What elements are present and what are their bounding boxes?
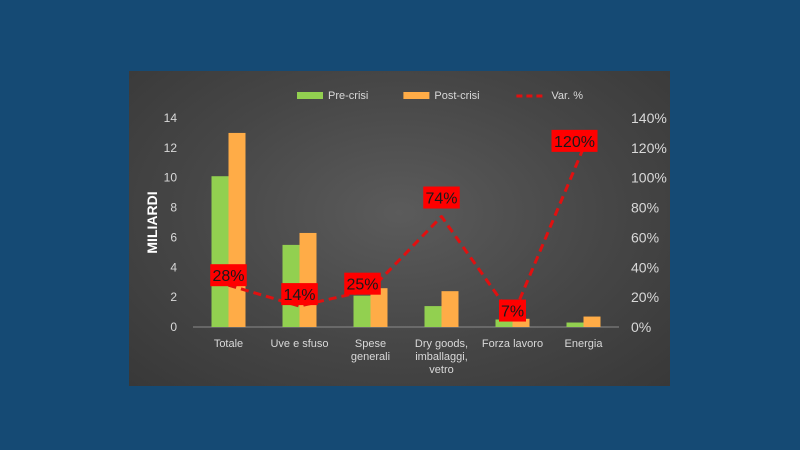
bar-post-crisi-0 — [228, 132, 246, 327]
data-label-box-5 — [551, 129, 598, 152]
bar-pre-crisi-3 — [424, 306, 442, 327]
x-tick-label-line: Energia — [565, 338, 604, 350]
x-tick-label-line: Forza lavoro — [482, 338, 543, 350]
x-tick-label-4: Forza lavoro — [482, 338, 543, 350]
y-tick-label-4: 8 — [170, 201, 177, 215]
x-tick-label-line: imballaggi, — [415, 351, 468, 363]
data-label-2: 25% — [346, 277, 378, 294]
y-tick-label-3: 6 — [170, 230, 177, 244]
data-label-1: 14% — [283, 287, 315, 304]
x-tick-label-3: Dry goods, imballaggi, vetro — [415, 338, 468, 376]
x-tick-label-5: Energia — [565, 338, 604, 350]
x-tick-label-line: generali — [351, 351, 390, 363]
bar-pre-crisi-2 — [353, 295, 371, 327]
legend-label-var: Var. % — [551, 90, 583, 102]
y2-tick-label-3: 60% — [631, 229, 659, 245]
bar-pre-crisi-0 — [211, 176, 229, 327]
legend-swatch-pre-crisi — [297, 92, 323, 99]
y-tick-label-2: 4 — [170, 260, 177, 274]
data-label-box-3 — [423, 186, 460, 209]
data-label-box-0 — [210, 264, 247, 287]
data-label-4: 7% — [501, 304, 524, 321]
legend-label-pre-crisi: Pre-crisi — [328, 90, 368, 102]
chart-panel: 0 2 4 6 8 10 12 14 0% 20% 40% 60% 80% 100% 120% 140% MIL… — [129, 71, 670, 386]
y-axis-title: MILIARDI — [144, 191, 160, 253]
bar-pre-crisi-5 — [566, 322, 584, 327]
legend: Pre-crisi Post-crisi Var. % — [297, 90, 583, 102]
x-tick-label-line: vetro — [429, 364, 453, 376]
bar-post-crisi-1 — [299, 232, 317, 327]
bar-post-crisi-5 — [583, 316, 601, 327]
data-label-box-1 — [281, 283, 318, 306]
y2-tick-label-6: 120% — [631, 140, 667, 156]
chart-svg: 024681012140%20%40%60%80%100%120%140%MIL… — [144, 90, 667, 376]
y-tick-label-6: 12 — [164, 141, 178, 155]
data-label-box-4 — [499, 299, 526, 322]
y-tick-label-5: 10 — [164, 171, 178, 185]
y-tick-label-1: 2 — [170, 290, 177, 304]
y-tick-label-0: 0 — [170, 320, 177, 334]
data-label-3: 74% — [425, 191, 457, 208]
y2-tick-label-5: 100% — [631, 170, 667, 186]
data-label-5: 120% — [554, 134, 595, 151]
bar-pre-crisi-4 — [495, 319, 513, 327]
bar-post-crisi-2 — [370, 288, 388, 327]
x-tick-label-2: Spese generali — [351, 338, 390, 363]
legend-label-post-crisi: Post-crisi — [434, 90, 479, 102]
x-tick-label-line: Spese — [355, 338, 386, 350]
bar-post-crisi-4 — [512, 318, 530, 327]
line-var-percent — [228, 147, 585, 319]
bar-post-crisi-3 — [441, 291, 459, 327]
y2-tick-label-2: 40% — [631, 259, 659, 275]
y2-tick-label-4: 80% — [631, 200, 659, 216]
x-tick-label-line: Dry goods, — [415, 338, 468, 350]
x-tick-label-1: Uve e sfuso — [270, 338, 328, 350]
y2-tick-label-1: 20% — [631, 289, 659, 305]
x-tick-label-line: Totale — [214, 338, 243, 350]
legend-swatch-post-crisi — [403, 92, 430, 99]
data-label-box-2 — [344, 272, 381, 295]
y2-tick-label-0: 0% — [631, 319, 651, 335]
x-tick-label-line: Uve e sfuso — [270, 338, 328, 350]
y2-tick-label-7: 140% — [631, 110, 667, 126]
data-label-0: 28% — [212, 268, 244, 285]
x-tick-label-0: Totale — [214, 338, 243, 350]
y-tick-label-7: 14 — [164, 111, 178, 125]
